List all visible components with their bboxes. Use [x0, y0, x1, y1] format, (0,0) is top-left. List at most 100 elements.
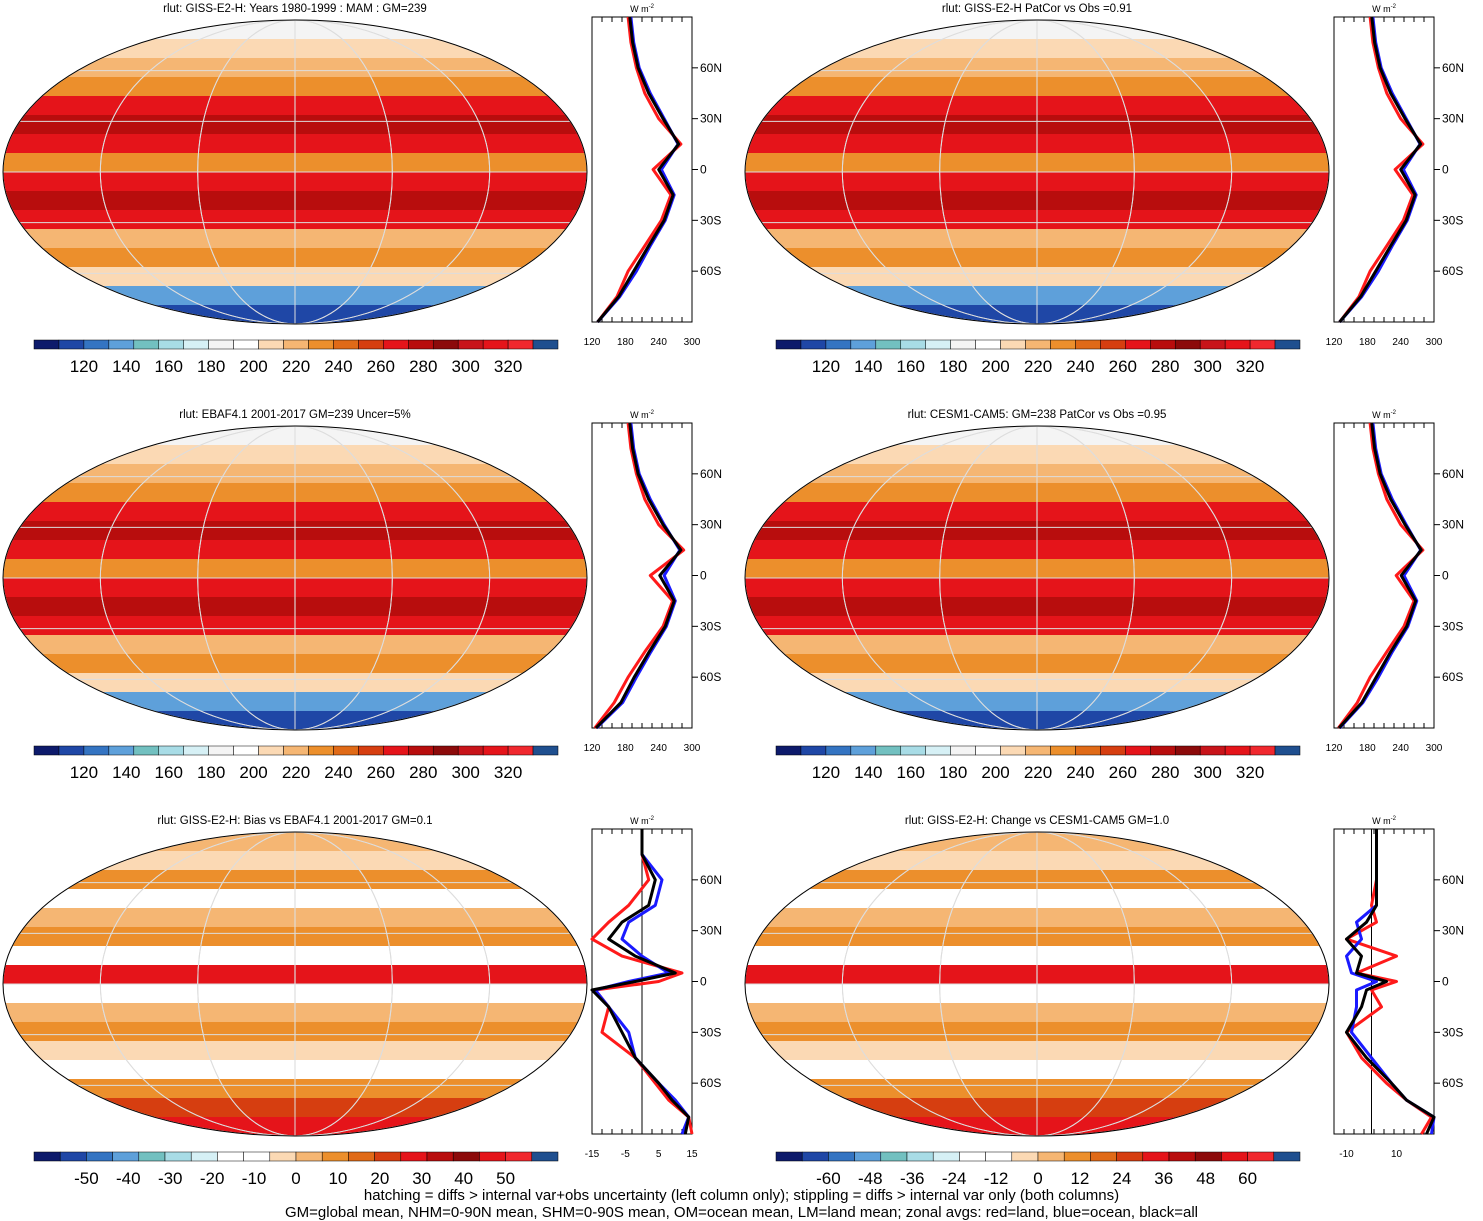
colorbar-label: 320 — [494, 357, 522, 376]
zonal-tick-label: 180 — [1359, 337, 1376, 348]
colorbar-swatch — [925, 339, 951, 350]
panel-svg: -60 -48 -36 -24 -12 0 12 24 36 48 60 W m-2 -10 10 60N 3… — [744, 816, 1464, 1188]
colorbar-swatch — [457, 745, 484, 756]
colorbar-label: 12 — [1070, 1169, 1089, 1188]
colorbar-swatch — [183, 745, 209, 756]
lat-label: 60S — [700, 1076, 721, 1090]
lat-label: 0 — [700, 975, 707, 989]
colorbar-swatch — [108, 745, 135, 756]
map-outline — [2, 831, 588, 1137]
colorbar-swatch — [950, 339, 976, 350]
zonal-tick-label: -10 — [1339, 1149, 1354, 1160]
colorbar-swatch — [1037, 1151, 1065, 1162]
lat-label: 30S — [1442, 213, 1463, 227]
colorbar-swatch — [1168, 1151, 1196, 1162]
colorbar-swatch — [108, 339, 135, 350]
colorbar-swatch — [1194, 1151, 1222, 1162]
colorbar-swatch — [880, 1151, 908, 1162]
lat-label: 0 — [1442, 569, 1449, 583]
colorbar-swatch — [479, 1151, 506, 1162]
map-outline — [2, 425, 588, 731]
colorbar-label: 300 — [1193, 763, 1221, 782]
lat-label: 60N — [700, 61, 722, 75]
zonal-series-land — [1345, 829, 1433, 1135]
colorbar-label: 260 — [367, 763, 395, 782]
colorbar-swatch — [1000, 339, 1026, 350]
colorbar-swatch — [208, 745, 234, 756]
colorbar-swatch — [828, 1151, 855, 1162]
colorbar-label: 320 — [1236, 763, 1264, 782]
colorbar-swatch — [358, 339, 384, 350]
colorbar-swatch — [775, 339, 802, 350]
colorbar-swatch — [1221, 1151, 1248, 1162]
colorbar-label: 140 — [854, 763, 882, 782]
colorbar-swatch — [138, 1151, 166, 1162]
zonal-tick-label: 180 — [1359, 743, 1376, 754]
zonal-frame — [1333, 16, 1435, 323]
map-field — [745, 426, 1329, 730]
lat-label: 60N — [1442, 467, 1464, 481]
colorbar-label: 120 — [812, 763, 840, 782]
colorbar-swatch — [1025, 745, 1051, 756]
colorbar-label: 220 — [282, 357, 310, 376]
colorbar-swatch — [1125, 745, 1151, 756]
panel-4: rlut: CESM1-CAM5: GM=238 PatCor vs Obs =… — [742, 406, 1483, 796]
zonal-tick-label: 120 — [1326, 337, 1343, 348]
colorbar-label: 40 — [454, 1169, 473, 1188]
colorbar-swatch — [532, 339, 559, 350]
colorbar-swatch — [408, 339, 434, 350]
colorbar-swatch — [959, 1151, 986, 1162]
colorbar-swatch — [283, 339, 309, 350]
colorbar-swatch — [801, 1151, 829, 1162]
map-outline — [744, 425, 1330, 731]
colorbar-label: -60 — [816, 1169, 841, 1188]
colorbar-label: 0 — [291, 1169, 300, 1188]
colorbar-swatch — [825, 339, 852, 350]
lat-label: 60S — [1442, 264, 1463, 278]
colorbar-label: 280 — [1151, 357, 1179, 376]
colorbar-swatch — [1199, 339, 1226, 350]
zonal-tick-label: 240 — [650, 743, 667, 754]
colorbar-swatch — [1247, 1151, 1275, 1162]
colorbar-swatch — [1174, 339, 1201, 350]
colorbar-swatch — [800, 339, 827, 350]
panel-1: rlut: GISS-E2-H: Years 1980-1999 : MAM :… — [0, 0, 740, 390]
lat-label: 30S — [1442, 1025, 1463, 1039]
colorbar-swatch — [383, 339, 409, 350]
colorbar-swatch — [932, 1151, 960, 1162]
colorbar-swatch — [482, 745, 509, 756]
colorbar-swatch — [1150, 339, 1176, 350]
colorbar-label: 260 — [367, 357, 395, 376]
zonal-tick-label: 300 — [1426, 743, 1443, 754]
colorbar-swatch — [950, 745, 976, 756]
panel-svg: -50 -40 -30 -20 -10 0 10 20 30 40 50 W m-2 -15 -5 5 15 6… — [2, 816, 722, 1188]
colorbar-label: 240 — [324, 357, 352, 376]
colorbar-swatch — [321, 1151, 349, 1162]
colorbar-label: 280 — [409, 357, 437, 376]
colorbar-swatch — [1025, 339, 1051, 350]
colorbar-swatch — [86, 1151, 113, 1162]
colorbar-swatch — [133, 745, 160, 756]
colorbar-swatch — [432, 339, 459, 350]
zonal-units-label: W m-2 — [1372, 410, 1396, 420]
zonal-tick-label: 120 — [1326, 743, 1343, 754]
colorbar-label: 280 — [409, 763, 437, 782]
colorbar-label: -50 — [74, 1169, 99, 1188]
colorbar-label: 20 — [370, 1169, 389, 1188]
map-title: rlut: GISS-E2-H: Years 1980-1999 : MAM :… — [163, 3, 427, 15]
colorbar-swatch — [1125, 339, 1151, 350]
colorbar-label: 200 — [239, 357, 267, 376]
map-outline — [2, 19, 588, 325]
colorbar-swatch — [1116, 1151, 1144, 1162]
colorbar-swatch — [1174, 745, 1201, 756]
colorbar-swatch — [1224, 339, 1251, 350]
lat-label: 30N — [1442, 518, 1464, 532]
zonal-units-label: W m-2 — [630, 410, 654, 420]
colorbar-swatch — [532, 745, 559, 756]
colorbar-swatch — [1050, 339, 1076, 350]
map-title: rlut: GISS-E2-H: Change vs CESM1-CAM5 GM… — [904, 815, 1170, 827]
panel-svg: 120 140 160 180 200 220 240 260 280 300 320 W m-2 12… — [744, 410, 1464, 782]
zonal-series-all — [1337, 422, 1423, 730]
lat-label: 30S — [700, 619, 721, 633]
colorbar-swatch — [482, 339, 509, 350]
